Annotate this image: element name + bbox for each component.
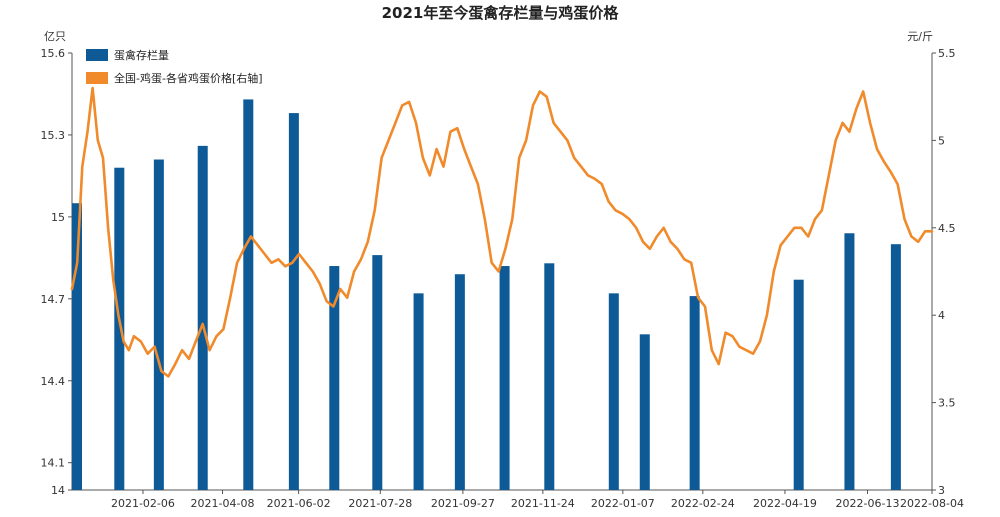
legend: 蛋禽存栏量 全国-鸡蛋-各省鸡蛋价格[右轴] — [86, 48, 263, 85]
legend-label-bar: 蛋禽存栏量 — [114, 48, 169, 62]
x-tick-label: 2021-09-27 — [431, 497, 495, 510]
right-tick-label: 5 — [938, 134, 945, 147]
x-tick-label: 2022-06-13 — [836, 497, 900, 510]
x-tick-label: 2021-11-24 — [511, 497, 575, 510]
left-tick-label: 14 — [51, 484, 65, 497]
bar — [544, 263, 555, 490]
x-tick-label: 2021-02-06 — [111, 497, 175, 510]
bar — [288, 113, 299, 491]
left-axis-unit: 亿只 — [44, 30, 66, 43]
bar — [844, 233, 855, 490]
x-tick-label: 2022-02-24 — [671, 497, 735, 510]
right-tick-label: 5.5 — [938, 47, 956, 60]
x-tick-label: 2022-04-19 — [753, 497, 817, 510]
x-tick-label: 2022-08-04 — [900, 497, 964, 510]
x-tick-label: 2021-04-08 — [191, 497, 255, 510]
bar — [197, 145, 208, 491]
x-tick-label: 2022-01-07 — [591, 497, 655, 510]
line-series — [70, 86, 934, 378]
right-axis-unit: 元/斤 — [907, 30, 933, 43]
bar — [114, 167, 125, 490]
bar — [413, 293, 424, 490]
bar — [608, 293, 619, 490]
right-tick-label: 4 — [938, 309, 945, 322]
bar — [499, 266, 510, 490]
legend-label-line: 全国-鸡蛋-各省鸡蛋价格[右轴] — [114, 71, 263, 85]
bar — [72, 203, 82, 490]
right-tick-label: 4.5 — [938, 222, 956, 235]
bar — [454, 274, 465, 490]
chart-title: 2021年至今蛋禽存栏量与鸡蛋价格 — [382, 4, 620, 22]
left-tick-label: 15.3 — [41, 129, 66, 142]
bar — [372, 255, 383, 490]
price-line — [70, 86, 934, 378]
left-tick-label: 15 — [51, 211, 65, 224]
bar — [153, 159, 164, 491]
bar — [329, 266, 340, 490]
left-tick-label: 15.6 — [41, 47, 66, 60]
x-tick-label: 2021-07-28 — [348, 497, 412, 510]
left-tick-label: 14.7 — [41, 293, 66, 306]
bar — [793, 279, 804, 490]
bar — [890, 244, 901, 490]
axes: 15.6 15.3 15 14.7 14.4 14.1 14 5.5 5 4.5 4 3.5 3 2021… — [41, 47, 964, 510]
x-tick-label: 2021-06-02 — [267, 497, 331, 510]
bar — [243, 99, 254, 491]
left-tick-label: 14.1 — [41, 457, 66, 470]
legend-swatch-line — [86, 72, 108, 84]
legend-swatch-bar — [86, 49, 108, 61]
bar-series — [72, 99, 901, 491]
right-tick-label: 3.5 — [938, 397, 956, 410]
left-tick-label: 14.4 — [41, 375, 66, 388]
bar — [689, 296, 700, 490]
bar — [639, 334, 650, 490]
right-tick-label: 3 — [938, 484, 945, 497]
